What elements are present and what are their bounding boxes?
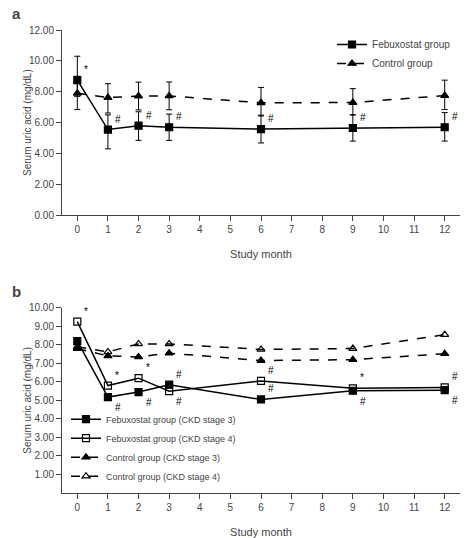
svg-text:4.00: 4.00 [35, 148, 55, 159]
svg-text:1.00: 1.00 [35, 469, 55, 480]
svg-text:8: 8 [319, 502, 325, 513]
svg-text:9.00: 9.00 [35, 321, 55, 332]
svg-text:2: 2 [136, 502, 142, 513]
svg-text:10.00: 10.00 [29, 302, 54, 313]
svg-text:#: # [452, 395, 458, 406]
svg-text:Febuxostat group (CKD stage 3): Febuxostat group (CKD stage 3) [106, 415, 236, 425]
svg-text:10: 10 [378, 224, 390, 235]
svg-text:b: b [12, 283, 21, 300]
svg-text:Serum uric acid (mg/dL): Serum uric acid (mg/dL) [22, 347, 33, 454]
svg-text:2.00: 2.00 [35, 179, 55, 190]
svg-text:6: 6 [258, 224, 264, 235]
svg-text:12: 12 [439, 224, 451, 235]
svg-text:0.00: 0.00 [35, 210, 55, 221]
svg-text:2.00: 2.00 [35, 450, 55, 461]
svg-text:12.00: 12.00 [29, 25, 54, 36]
svg-text:#: # [146, 110, 152, 121]
svg-text:*: * [360, 372, 364, 383]
svg-text:*: * [84, 306, 88, 317]
svg-text:*: * [146, 362, 150, 373]
svg-text:4: 4 [197, 502, 203, 513]
svg-text:#: # [452, 111, 458, 122]
svg-text:2: 2 [136, 224, 142, 235]
svg-text:#: # [268, 113, 274, 124]
svg-text:#: # [115, 114, 121, 125]
svg-text:8: 8 [319, 224, 325, 235]
svg-text:1: 1 [105, 224, 111, 235]
svg-text:Control group (CKD stage 3): Control group (CKD stage 3) [106, 453, 220, 463]
svg-text:10: 10 [378, 502, 390, 513]
svg-text:*: * [84, 64, 88, 75]
svg-text:9: 9 [350, 224, 356, 235]
svg-text:6.00: 6.00 [35, 376, 55, 387]
svg-text:7: 7 [289, 502, 295, 513]
svg-text:Febuxostat group (CKD stage 4): Febuxostat group (CKD stage 4) [106, 434, 236, 444]
svg-text:3.00: 3.00 [35, 432, 55, 443]
svg-text:Control group: Control group [372, 58, 433, 69]
svg-text:Febuxostat group: Febuxostat group [372, 39, 450, 50]
svg-text:#: # [115, 402, 121, 413]
svg-text:Study month: Study month [230, 248, 292, 260]
svg-text:#: # [176, 396, 182, 407]
svg-text:5: 5 [228, 502, 234, 513]
svg-text:5.00: 5.00 [35, 395, 55, 406]
svg-text:#: # [360, 112, 366, 123]
svg-text:11: 11 [409, 224, 420, 235]
svg-text:#: # [360, 396, 366, 407]
svg-text:6.00: 6.00 [35, 117, 55, 128]
svg-text:0: 0 [75, 224, 81, 235]
svg-text:Serum uric acid (mg/dL): Serum uric acid (mg/dL) [22, 69, 33, 176]
svg-text:8.00: 8.00 [35, 86, 55, 97]
svg-text:5: 5 [228, 224, 234, 235]
svg-text:7.00: 7.00 [35, 358, 55, 369]
svg-text:9: 9 [350, 502, 356, 513]
svg-text:8.00: 8.00 [35, 339, 55, 350]
svg-text:3: 3 [166, 224, 172, 235]
svg-text:#: # [268, 365, 274, 376]
svg-text:#: # [452, 371, 458, 382]
svg-text:#: # [146, 397, 152, 408]
svg-text:3: 3 [166, 502, 172, 513]
svg-text:Control group (CKD stage 4): Control group (CKD stage 4) [106, 472, 220, 482]
svg-text:6: 6 [258, 502, 264, 513]
svg-text:#: # [268, 383, 274, 394]
svg-text:*: * [115, 370, 119, 381]
svg-text:4: 4 [197, 224, 203, 235]
svg-text:10.00: 10.00 [29, 55, 54, 66]
svg-text:Study month: Study month [230, 526, 292, 538]
svg-text:a: a [12, 5, 21, 22]
svg-text:1: 1 [105, 502, 111, 513]
svg-text:#: # [176, 369, 182, 380]
svg-text:11: 11 [409, 502, 420, 513]
svg-text:0: 0 [75, 502, 81, 513]
svg-text:12: 12 [439, 502, 451, 513]
svg-text:#: # [176, 111, 182, 122]
svg-text:7: 7 [289, 224, 295, 235]
svg-text:4.00: 4.00 [35, 413, 55, 424]
